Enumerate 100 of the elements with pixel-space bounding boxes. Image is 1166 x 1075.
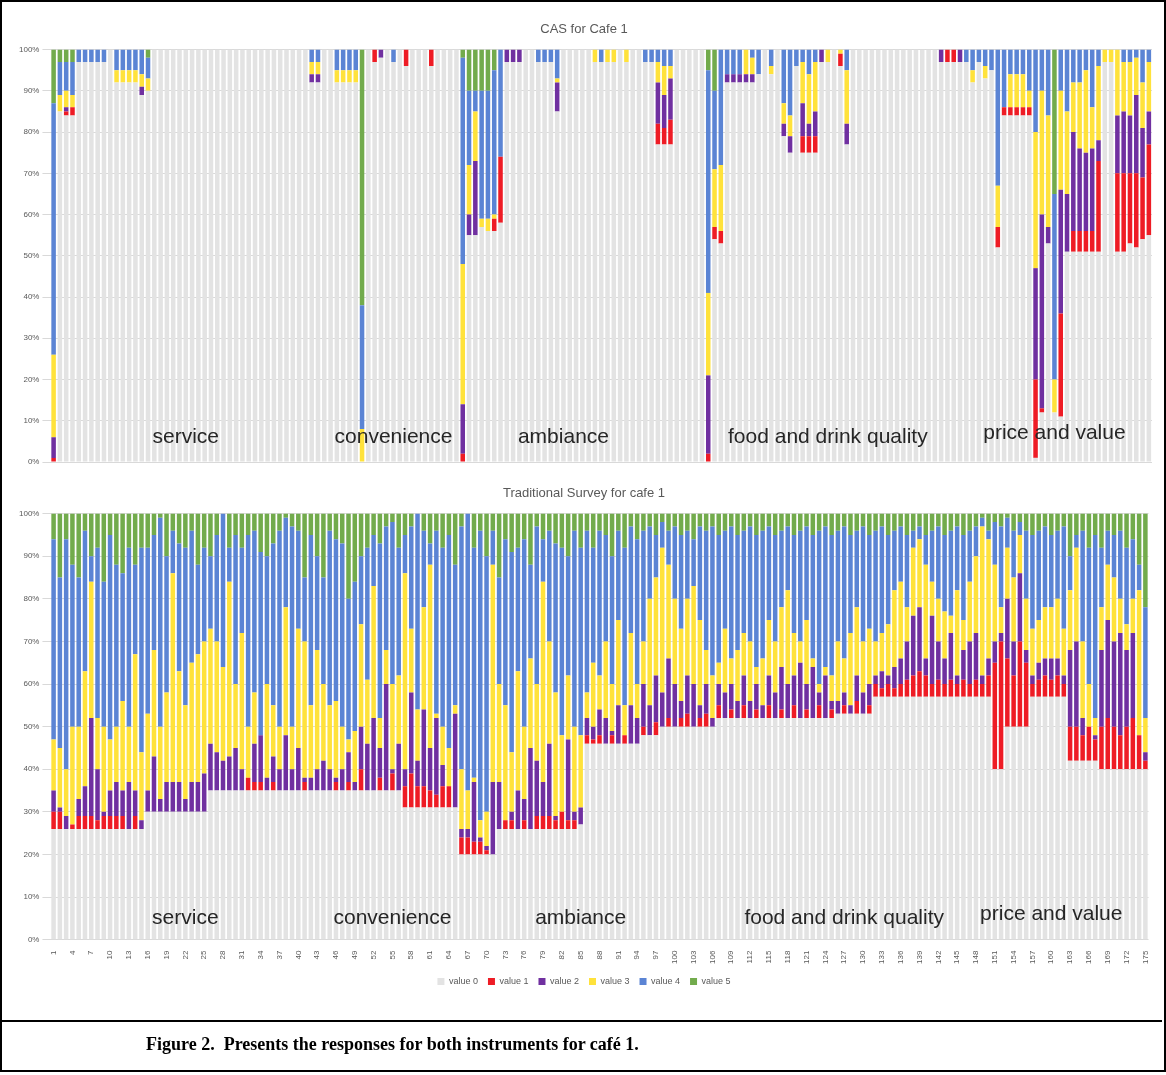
bar [391, 49, 396, 62]
x-tick-label: 136 [895, 950, 905, 965]
x-tick-label: 106 [707, 950, 717, 965]
bar [1092, 739, 1098, 761]
bar [705, 375, 711, 454]
bar [151, 756, 157, 812]
bar [565, 820, 571, 829]
y-tick-label: 0% [27, 934, 40, 944]
bar [685, 713, 690, 727]
bar [460, 404, 466, 454]
bar [334, 70, 340, 83]
bar [954, 684, 960, 697]
bar [346, 598, 351, 740]
y-tick-label: 40% [23, 292, 40, 302]
bar [120, 70, 126, 83]
bar [402, 786, 408, 808]
bar [88, 581, 94, 719]
bar [139, 820, 144, 829]
legend-label: value 5 [701, 975, 731, 986]
bar [986, 658, 991, 676]
bar [597, 530, 602, 676]
x-tick-label: 154 [1008, 950, 1018, 965]
bar [427, 747, 433, 791]
x-tick-label: 13 [124, 950, 134, 960]
bar [812, 61, 818, 112]
bar [429, 49, 434, 67]
bar [107, 816, 113, 829]
bar [473, 111, 478, 161]
bar [517, 49, 522, 62]
bar [653, 534, 659, 578]
bar [51, 811, 56, 829]
bar [668, 66, 673, 79]
bar [460, 264, 466, 405]
x-tick-label: 52 [368, 950, 378, 960]
bar [498, 156, 503, 223]
bar [346, 513, 351, 599]
bar [597, 513, 602, 531]
bar [668, 78, 673, 120]
bar [1052, 193, 1057, 380]
bar [340, 70, 346, 83]
bar [816, 705, 822, 719]
x-tick-label: 22 [180, 950, 190, 960]
bar [82, 816, 88, 829]
bar [668, 119, 673, 145]
x-tick-label: 49 [349, 950, 359, 960]
x-tick-label: 7 [86, 950, 96, 956]
bar [838, 49, 843, 54]
x-tick-label: 61 [425, 950, 435, 960]
legend-label: value 4 [651, 975, 681, 986]
x-tick-label: 46 [331, 950, 341, 960]
bar [309, 61, 314, 75]
x-tick-label: 1 [48, 950, 58, 956]
bar [333, 782, 339, 791]
bar [51, 103, 56, 355]
bar [705, 292, 711, 376]
x-tick-label: 109 [726, 950, 736, 965]
bar [51, 739, 56, 791]
bar [917, 539, 922, 608]
bar [95, 718, 100, 770]
bar [309, 49, 314, 62]
bar [597, 735, 602, 744]
bar [473, 160, 478, 236]
bar [484, 845, 489, 851]
bar [992, 522, 998, 565]
bar [923, 658, 929, 676]
bar [838, 53, 843, 67]
bar [440, 726, 445, 765]
bar [114, 49, 119, 71]
bar [277, 769, 282, 791]
bar [452, 705, 458, 714]
x-tick-label: 34 [255, 950, 265, 960]
bar [697, 705, 703, 719]
bar [51, 49, 56, 104]
bar [724, 74, 730, 83]
y-tick-label: 100% [18, 508, 40, 518]
bar [917, 526, 922, 540]
x-tick-label: 73 [500, 950, 510, 960]
y-tick-label: 90% [23, 86, 40, 96]
bar [741, 632, 747, 676]
bar [390, 773, 395, 791]
legend-label: value 0 [448, 975, 478, 986]
x-tick-label: 145 [952, 950, 962, 965]
bar [998, 607, 1004, 633]
x-tick-label: 25 [199, 950, 209, 960]
x-tick-label: 10 [105, 950, 115, 960]
bar [1033, 268, 1038, 380]
bar [668, 49, 673, 67]
bar [616, 620, 621, 706]
bar [1042, 658, 1048, 676]
bar [201, 773, 207, 812]
y-tick-label: 20% [23, 374, 40, 384]
bar [372, 49, 377, 62]
x-tick-label: 4 [67, 950, 77, 956]
bar [446, 786, 452, 808]
bar [678, 718, 684, 727]
bar [309, 74, 314, 83]
annotation: convenience [333, 905, 452, 929]
bar [1096, 140, 1101, 161]
bar [572, 820, 577, 829]
x-tick-label: 169 [1102, 950, 1112, 965]
